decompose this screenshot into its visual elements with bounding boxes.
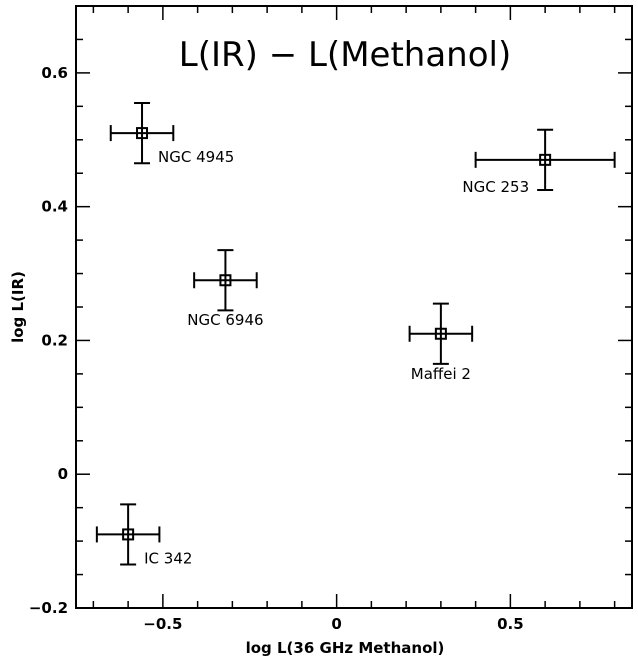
x-tick-label: 0 bbox=[331, 615, 341, 633]
x-tick-label: 0.5 bbox=[497, 615, 524, 633]
data-point: IC 342 bbox=[95, 503, 192, 567]
point-label: NGC 4945 bbox=[158, 148, 234, 166]
square-marker bbox=[539, 153, 552, 166]
point-label: IC 342 bbox=[144, 549, 192, 567]
y-tick-label: 0.6 bbox=[41, 64, 68, 82]
y-tick-label: 0 bbox=[58, 465, 68, 483]
data-point: NGC 6946 bbox=[187, 249, 264, 329]
data-points: NGC 4945 NGC 253 NGC 6946 Maffei 2 IC 342 bbox=[95, 101, 616, 567]
data-point: Maffei 2 bbox=[408, 302, 474, 383]
square-marker bbox=[122, 528, 135, 541]
data-point: NGC 253 bbox=[462, 128, 616, 196]
y-axis-label: log L(IR) bbox=[9, 271, 27, 343]
square-marker bbox=[136, 127, 149, 140]
square-marker bbox=[434, 327, 447, 340]
point-label: NGC 253 bbox=[462, 178, 529, 196]
x-axis-ticks: −0.5 0 0.5 bbox=[92, 6, 616, 633]
x-tick-label: −0.5 bbox=[143, 615, 182, 633]
point-label: Maffei 2 bbox=[411, 365, 471, 383]
y-tick-label: 0.2 bbox=[41, 331, 68, 349]
y-tick-label: 0.4 bbox=[41, 198, 68, 216]
point-label: NGC 6946 bbox=[187, 311, 263, 329]
square-marker bbox=[219, 274, 232, 287]
y-axis-ticks: −0.2 0 0.2 0.4 0.6 bbox=[29, 5, 632, 617]
x-axis-label: log L(36 GHz Methanol) bbox=[246, 639, 445, 657]
y-tick-label: −0.2 bbox=[29, 599, 68, 617]
plot-frame bbox=[75, 5, 633, 609]
chart-title: L(IR) − L(Methanol) bbox=[179, 35, 511, 75]
data-point: NGC 4945 bbox=[109, 101, 234, 166]
